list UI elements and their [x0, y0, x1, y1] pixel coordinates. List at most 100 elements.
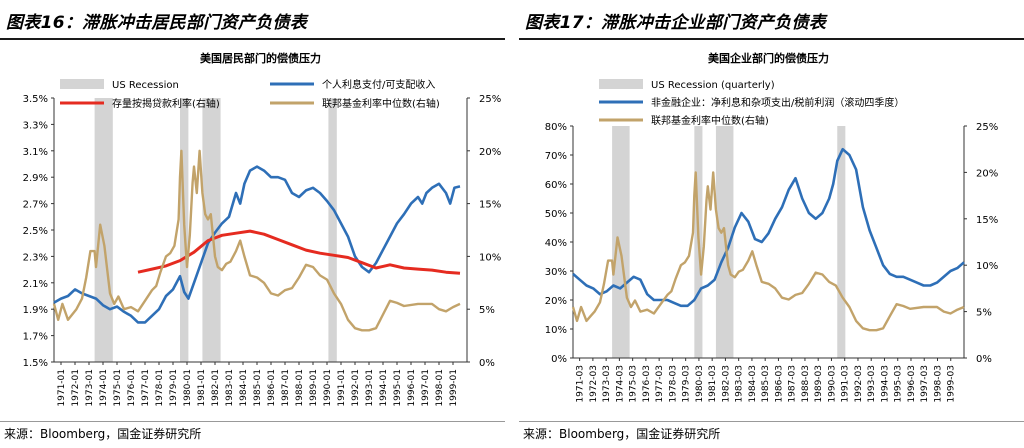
chart-panel-corporate: 图表17：滞胀冲击企业部门资产负债表 美国企业部门的偿债压力 80% 70% 60% 5…	[519, 0, 1024, 448]
figure-title: 图表16：滞胀冲击居民部门资产负债表	[6, 13, 308, 33]
legend-label: 非金融企业：净利息和杂项支出/税前利润（滚动四季度）	[651, 96, 904, 109]
x-tick-label: 1975-03	[629, 365, 639, 403]
left-tick-label: 3.3%	[23, 120, 48, 131]
right-tick-label: 5%	[479, 305, 495, 316]
left-tick-label: 80%	[545, 122, 567, 133]
legend-label: US Recession (quarterly)	[651, 80, 775, 91]
x-tick-label: 1981-01	[197, 369, 207, 407]
x-tick-label: 1975-01	[113, 369, 123, 407]
source-rule	[0, 421, 505, 422]
left-tick-label: 2.3%	[23, 252, 48, 263]
x-tick-label: 1983-01	[225, 369, 235, 407]
right-tick-label: 0%	[479, 358, 495, 369]
x-tick-label: 1999-03	[947, 365, 957, 403]
x-tick-label: 1992-03	[854, 365, 864, 403]
x-tick-label: 1976-01	[127, 369, 137, 407]
legend-swatch-recession	[60, 79, 104, 89]
legend-label: 个人利息支付/可支配收入	[322, 78, 435, 91]
x-tick-label: 1997-03	[920, 365, 930, 403]
x-tick-label: 1988-01	[295, 369, 305, 407]
title-rule	[519, 38, 1024, 40]
right-tick-label: 25%	[479, 94, 501, 105]
left-tick-label: 10%	[545, 325, 567, 336]
left-tick-label: 30%	[545, 267, 567, 278]
x-tick-label: 1972-01	[71, 369, 81, 407]
x-tick-label: 1987-01	[281, 369, 291, 407]
x-tick-label: 1993-01	[365, 369, 375, 407]
x-tick-label: 1998-01	[435, 369, 445, 407]
legend-label: 联邦基金利率中位数(右轴)	[651, 114, 769, 127]
left-tick-label: 2.1%	[23, 279, 48, 290]
x-tick-label: 1974-03	[615, 365, 625, 403]
x-tick-label: 1984-01	[239, 369, 249, 407]
legend-label: 联邦基金利率中位数(右轴)	[322, 97, 440, 110]
recession-band	[328, 98, 337, 362]
left-tick-label: 50%	[545, 209, 567, 220]
right-tick-label: 25%	[976, 122, 998, 133]
left-tick-label: 2.5%	[23, 226, 48, 237]
title-rule	[0, 38, 505, 40]
left-tick-label: 2.7%	[23, 200, 48, 211]
x-tick-label: 1992-01	[351, 369, 361, 407]
left-tick-label: 2.9%	[23, 173, 48, 184]
x-tick-label: 1980-01	[183, 369, 193, 407]
x-tick-label: 1973-01	[85, 369, 95, 407]
x-tick-label: 1995-01	[393, 369, 403, 407]
right-tick-label: 15%	[479, 200, 501, 211]
x-tick-label: 1989-03	[814, 365, 824, 403]
series-line-2	[52, 149, 461, 332]
recession-band	[94, 98, 113, 362]
x-tick-label: 1995-03	[894, 365, 904, 403]
chart-title: 美国企业部门的偿债压力	[708, 51, 829, 65]
right-tick-label: 20%	[479, 147, 501, 158]
x-tick-label: 1997-01	[421, 369, 431, 407]
x-tick-label: 1999-01	[449, 369, 459, 407]
chart-corporate: 美国企业部门的偿债压力 80% 70% 60% 50% 40% 30% 20% 10% 0% 25%…	[545, 51, 998, 403]
x-tick-label: 1976-03	[642, 365, 652, 403]
x-tick-label: 1986-01	[267, 369, 277, 407]
x-tick-label: 1991-03	[841, 365, 851, 403]
left-tick-label: 40%	[545, 238, 567, 249]
x-tick-label: 1990-03	[827, 365, 837, 403]
x-tick-label: 1985-03	[761, 365, 771, 403]
x-tick-label: 1996-03	[907, 365, 917, 403]
chart-title: 美国居民部门的偿债压力	[200, 51, 321, 65]
x-tick-label: 1971-01	[57, 369, 67, 407]
left-tick-label: 3.1%	[23, 147, 48, 158]
left-tick-label: 1.5%	[23, 358, 48, 369]
chart-panel-household: 图表16：滞胀冲击居民部门资产负债表 美国居民部门的偿债压力 3.5% 3.3% 3.…	[0, 0, 505, 448]
x-tick-label: 1979-03	[682, 365, 692, 403]
left-tick-label: 0%	[551, 354, 567, 365]
x-tick-label: 1987-03	[788, 365, 798, 403]
series-line-1	[137, 229, 461, 275]
source-note: 来源：Bloomberg，国金证券研究所	[4, 427, 202, 441]
x-tick-label: 1977-03	[655, 365, 665, 403]
x-tick-label: 1985-01	[253, 369, 263, 407]
x-tick-label: 1989-01	[309, 369, 319, 407]
x-tick-label: 1986-03	[774, 365, 784, 403]
x-tick-label: 1984-03	[748, 365, 758, 403]
legend-label: 存量按揭贷款利率(右轴)	[112, 97, 220, 110]
x-tick-label: 1978-03	[668, 365, 678, 403]
right-tick-label: 20%	[976, 168, 998, 179]
right-tick-label: 5%	[976, 308, 992, 319]
left-tick-label: 20%	[545, 296, 567, 307]
source-rule	[519, 421, 1024, 422]
x-tick-label: 1988-03	[801, 365, 811, 403]
left-tick-label: 70%	[545, 151, 567, 162]
x-tick-label: 1982-01	[211, 369, 221, 407]
right-tick-label: 0%	[976, 354, 992, 365]
x-tick-label: 1994-03	[880, 365, 890, 403]
x-tick-label: 1994-01	[379, 369, 389, 407]
left-tick-label: 3.5%	[23, 94, 48, 105]
x-tick-label: 1981-03	[708, 365, 718, 403]
right-tick-label: 15%	[976, 215, 998, 226]
left-tick-label: 60%	[545, 180, 567, 191]
source-note: 来源：Bloomberg，国金证券研究所	[523, 427, 721, 441]
x-tick-label: 1982-03	[721, 365, 731, 403]
legend-swatch-recession	[599, 79, 643, 89]
x-tick-label: 1990-01	[323, 369, 333, 407]
x-tick-label: 1974-01	[99, 369, 109, 407]
x-tick-label: 1998-03	[933, 365, 943, 403]
figure-title: 图表17：滞胀冲击企业部门资产负债表	[525, 13, 827, 33]
